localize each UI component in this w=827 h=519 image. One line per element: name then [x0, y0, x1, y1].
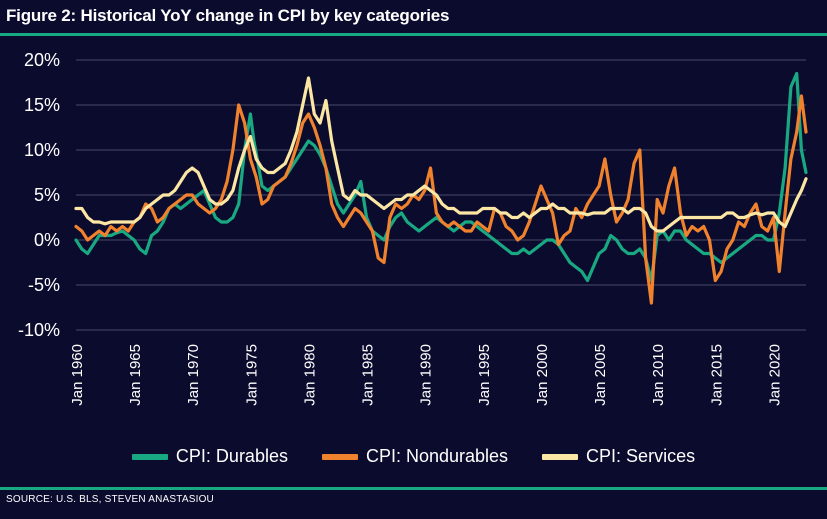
x-tick-label: Jan 1960 — [69, 344, 86, 406]
y-tick-label: 10% — [24, 140, 60, 160]
x-tick-label: Jan 1985 — [360, 344, 377, 406]
x-tick-label: Jan 2015 — [708, 344, 725, 406]
y-tick-label: 20% — [24, 50, 60, 70]
legend-label-durables: CPI: Durables — [175, 446, 288, 466]
legend: CPI: Durables CPI: Nondurables CPI: Serv… — [0, 446, 827, 467]
bottom-rule — [0, 487, 827, 490]
x-tick-label: Jan 1980 — [301, 344, 318, 406]
x-tick-label: Jan 1995 — [476, 344, 493, 406]
y-tick-label: 0% — [34, 230, 60, 250]
y-tick-label: 15% — [24, 95, 60, 115]
y-tick-label: 5% — [34, 185, 60, 205]
chart-plot: 20%15%10%5%0%-5%-10% Jan 1960 Jan 1965 Jan… — [18, 50, 808, 406]
x-tick-label: Jan 1970 — [185, 344, 202, 406]
x-tick-label: Jan 1965 — [127, 344, 144, 406]
series-nondurables-line — [74, 94, 808, 305]
legend-label-nondurables: CPI: Nondurables — [365, 446, 509, 466]
y-axis-tick-labels: 20% 15% 10% 5% 0% -5% -10% — [18, 50, 60, 340]
legend-swatch-durables — [131, 453, 168, 460]
y-tick-label: -5% — [28, 275, 60, 295]
series-layer — [74, 71, 808, 305]
x-tick-label: Jan 2020 — [766, 344, 783, 406]
legend-swatch-nondurables — [321, 453, 358, 460]
x-tick-label: Jan 1975 — [243, 344, 260, 406]
series-services-line — [74, 76, 808, 233]
x-axis-tick-labels: Jan 1960 Jan 1965 Jan 1970 Jan 1975 Jan 1980… — [69, 344, 783, 406]
top-rule — [0, 33, 827, 36]
legend-label-services: CPI: Services — [586, 446, 696, 466]
x-tick-label: Jan 1990 — [418, 344, 435, 406]
x-tick-label: Jan 2010 — [650, 344, 667, 406]
chart-title: Figure 2: Historical YoY change in CPI b… — [6, 6, 450, 25]
source-note: SOURCE: U.S. BLS, STEVEN ANASTASIOU — [6, 494, 214, 505]
x-tick-label: Jan 2000 — [534, 344, 551, 406]
legend-item-nondurables: CPI: Nondurables — [321, 446, 509, 467]
y-tick-label: -10% — [18, 320, 60, 340]
legend-swatch-services — [542, 453, 579, 460]
legend-item-durables: CPI: Durables — [131, 446, 288, 467]
x-tick-label: Jan 2005 — [592, 344, 609, 406]
legend-item-services: CPI: Services — [542, 446, 695, 467]
